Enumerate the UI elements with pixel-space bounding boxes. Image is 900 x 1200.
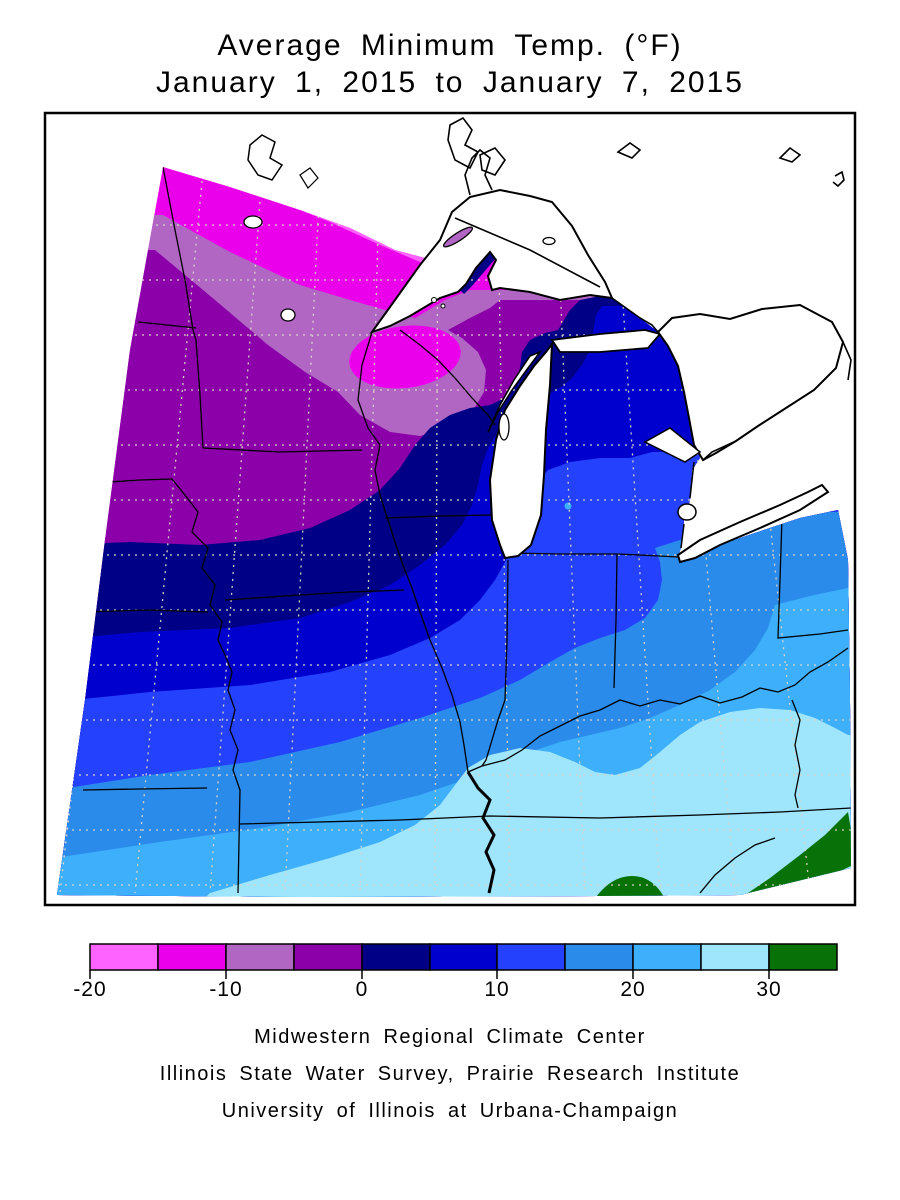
colorbar-cell-2 — [225, 943, 295, 971]
border-ky-tn — [239, 807, 851, 825]
border-ky-va — [699, 837, 776, 894]
border-wi-il — [384, 514, 493, 519]
lake-st-clair — [677, 503, 697, 521]
colorbar-cell-7 — [564, 943, 634, 971]
st-marys-river — [611, 297, 659, 333]
canada-island-2 — [778, 146, 802, 163]
state-boundaries — [79, 167, 851, 894]
ontario-lakes-2 — [479, 147, 506, 176]
colorbar-cell-9 — [700, 943, 770, 971]
border-mississippi-lower — [466, 771, 496, 894]
lake-superior — [369, 188, 614, 334]
border-ky-wv — [791, 699, 801, 809]
colorbar-cell-4 — [361, 943, 431, 971]
great-lakes — [243, 134, 845, 564]
border-ks-ok — [82, 787, 208, 791]
border-il-in-wabash — [481, 559, 509, 767]
ontario-huron-shore — [702, 440, 737, 461]
lake-of-the-woods — [247, 134, 284, 181]
border-lake-small — [299, 167, 319, 189]
border-mississippi-river — [357, 331, 469, 773]
canada-island-3 — [832, 170, 845, 188]
border-ia-mo — [224, 589, 405, 601]
ontario-coast-nipigon — [464, 148, 493, 196]
colorbar-cell-3 — [293, 943, 363, 971]
border-ks-ne — [79, 609, 209, 613]
border-ohio-river — [467, 647, 849, 773]
colorbar-cell-1 — [157, 943, 227, 971]
credit-isws: Illinois State Water Survey, Prairie Res… — [160, 1063, 740, 1085]
isle-royale — [442, 226, 474, 248]
apostle-island-2 — [440, 303, 446, 309]
tick-label-0: 0 — [356, 978, 369, 1001]
border-oh-pa-wv — [777, 517, 849, 639]
border-wi-mi — [399, 329, 496, 426]
michipicoten-island — [542, 236, 556, 246]
tick-label-minus20: -20 — [73, 978, 106, 1001]
band-keweenaw — [458, 252, 496, 294]
map-subtitle-date-range: January 1, 2015 to January 7, 2015 — [156, 66, 744, 99]
georgian-bay-east — [842, 341, 852, 381]
lake-huron — [656, 303, 845, 462]
band-dot-michigan — [564, 502, 572, 510]
colorbar-cell-5 — [429, 943, 498, 971]
lake-mille-lacs — [280, 308, 296, 322]
colorbar-cell-8 — [632, 943, 702, 971]
green-bay — [487, 350, 543, 433]
band-30plus-hill — [596, 876, 664, 897]
colorbar-ticks — [89, 970, 770, 979]
colorbar-cell-10 — [768, 943, 838, 971]
credit-university: University of Illinois at Urbana-Champai… — [222, 1100, 679, 1122]
canada-island-1 — [616, 142, 642, 159]
border-nd-sd — [137, 321, 197, 329]
tick-label-30: 30 — [756, 978, 781, 1001]
red-lake — [243, 215, 263, 229]
colorbar: -20 -10 0 10 20 30 — [73, 943, 838, 1001]
border-in-oh — [613, 553, 618, 689]
band-30plus-corner — [745, 812, 851, 895]
map-title: Average Minimum Temp. (°F) — [217, 29, 682, 62]
saginaw-bay — [643, 427, 702, 463]
ontario-lakes-1 — [447, 116, 480, 170]
colorbar-cell-6 — [496, 943, 566, 971]
lake-michigan — [488, 340, 554, 560]
us-canada-border-lake — [454, 217, 601, 288]
colorbar-cell-0 — [89, 943, 159, 971]
apostle-island-1 — [431, 297, 437, 303]
lake-winnebago — [498, 413, 510, 441]
straits-of-mackinac — [550, 329, 662, 353]
detroit-river — [680, 523, 685, 549]
lake-erie — [676, 483, 830, 564]
tick-label-10: 10 — [484, 978, 509, 1001]
tick-label-20: 20 — [620, 978, 645, 1001]
band-coldcore-wisconsin — [349, 325, 461, 389]
tick-label-minus10: -10 — [209, 978, 242, 1001]
credit-mrcc: Midwestern Regional Climate Center — [254, 1026, 646, 1048]
band-25-30 — [150, 708, 851, 897]
canada-outlines — [447, 116, 852, 461]
border-nd-mn — [162, 167, 204, 449]
border-missouri-river — [171, 478, 241, 894]
border-mn-ia — [202, 447, 363, 453]
st-clair-river — [689, 461, 695, 499]
